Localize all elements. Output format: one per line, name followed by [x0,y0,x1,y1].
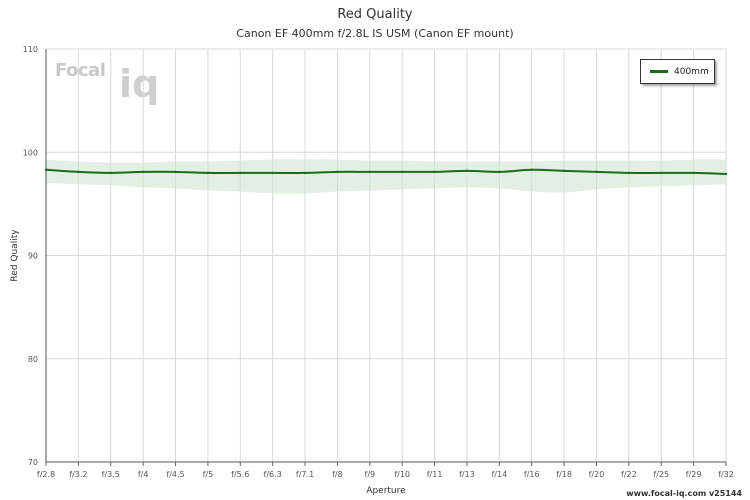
data-point [433,170,436,174]
x-tick-label: f/13 [459,470,475,479]
data-point [692,171,695,175]
x-tick-label: f/10 [394,470,410,479]
focal-iq-watermark-logo: Focal iq [55,58,185,114]
x-tick-label: f/25 [653,470,669,479]
x-tick-label: f/2.8 [37,470,55,479]
x-tick-label: f/8 [332,470,343,479]
x-tick-label: f/4 [138,470,149,479]
x-tick-label: f/3.5 [102,470,120,479]
data-point [465,169,469,173]
grid-lines [45,48,727,463]
data-point [498,170,501,174]
x-tick-label: f/16 [524,470,540,479]
data-point [530,168,533,172]
data-point [44,168,48,172]
x-tick-label: f/32 [718,470,734,479]
x-tick-label: f/4.5 [166,470,184,479]
x-tick-label: f/29 [686,470,702,479]
x-tick-label: f/7.1 [296,470,314,479]
data-point [271,171,274,175]
watermark-focal-text: Focal [55,60,106,81]
x-tick-label: f/5.6 [231,470,249,479]
x-tick-label: f/6.3 [264,470,282,479]
x-tick-label: f/22 [621,470,637,479]
data-point [303,171,307,175]
x-tick-label: f/5 [203,470,214,479]
y-tick-label: 110 [23,45,38,54]
data-point [562,169,566,173]
axes: 70 80 90 100 110 f/2.8 f/3.2 f/3.5 f/4 f/4.5 f/5 f/… [23,45,734,479]
y-tick-label: 80 [28,355,38,364]
data-point [77,170,80,174]
watermark-iq-text: iq [119,62,160,106]
data-point [174,170,177,174]
data-point [206,171,210,175]
y-tick-label: 70 [28,458,38,467]
x-tick-label: f/9 [365,470,376,479]
footer-url: www.focal-iq.com v25144 [626,489,742,498]
y-axis-title: Red Quality [10,229,20,282]
x-tick-label: f/14 [491,470,507,479]
series-400mm-range-band [46,159,726,194]
data-point [400,170,404,174]
x-tick-label: f/18 [556,470,572,479]
data-point [141,170,145,174]
x-tick-label: f/3.2 [69,470,87,479]
data-point [336,170,339,174]
x-tick-label: f/11 [427,470,443,479]
chart-legend[interactable]: 400mm [640,59,715,84]
data-point [660,171,663,175]
chart-title: Red Quality [337,7,413,22]
legend-swatch-400mm [650,70,668,73]
data-point [239,171,242,175]
series-400mm-points [44,168,728,176]
data-point [724,172,728,176]
legend-label-400mm: 400mm [674,66,709,77]
series-400mm-line [45,168,727,175]
data-point [368,170,372,174]
x-tick-label: f/20 [589,470,605,479]
y-tick-label: 100 [23,148,38,157]
data-point [627,171,631,175]
y-tick-label: 90 [28,252,38,261]
data-point [109,171,112,175]
data-point [595,170,598,174]
x-axis-title: Aperture [366,486,406,496]
chart-subtitle: Canon EF 400mm f/2.8L IS USM (Canon EF m… [236,27,514,40]
